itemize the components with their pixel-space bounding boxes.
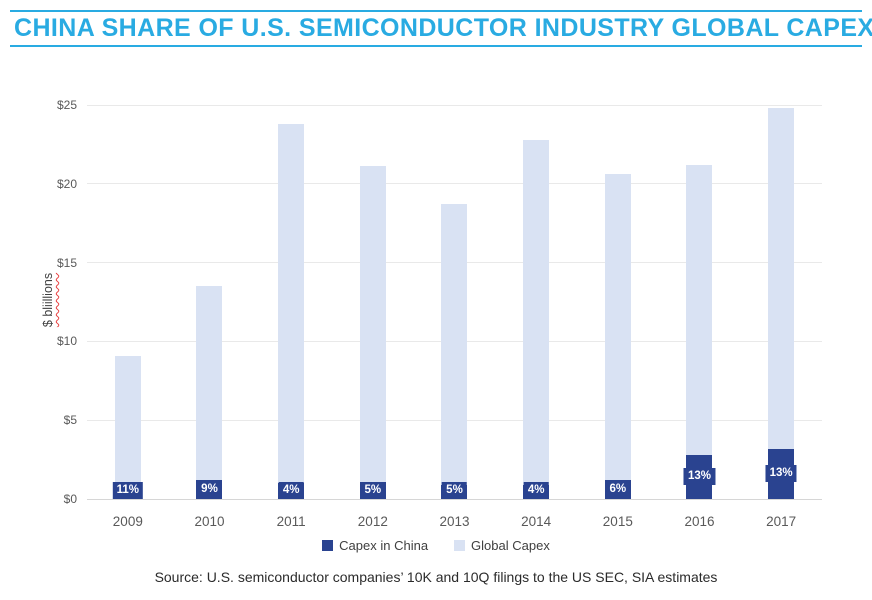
capex-in-china-swatch-icon (322, 540, 334, 551)
bar-stack: 13% (765, 108, 797, 499)
china-share-label: 13% (765, 465, 797, 483)
global-capex-bar (604, 174, 631, 499)
y-tick-label: $25 (56, 98, 77, 112)
global-capex-bar (768, 108, 795, 499)
y-tick-label: $15 (56, 255, 77, 270)
x-tick-label: 2012 (357, 514, 388, 529)
y-axis-title: $ bliillions (41, 272, 55, 328)
global-capex-bar (196, 286, 223, 499)
global-capex-bar (686, 164, 713, 499)
bar-group-2015: 6% 2015 (577, 105, 659, 529)
x-axis-line (87, 498, 822, 500)
bar-group-2013: 5% 2013 (414, 105, 496, 529)
bar-stack: 4% (278, 123, 305, 499)
x-tick-label: 2009 (112, 514, 143, 529)
plot-area: $0 $5 $10 $15 $20 $25 11% 2009 9% 2010 4% 2011 5% 20… (57, 98, 822, 529)
china-share-label: 13% (683, 468, 715, 486)
source-note: Source: U.S. semiconductor companies’ 10… (154, 569, 718, 585)
bar-stack: 6% (604, 174, 631, 499)
bar-group-2011: 4% 2011 (250, 105, 332, 529)
bar-group-2012: 5% 2012 (332, 105, 414, 529)
x-tick-label: 2017 (766, 514, 797, 529)
china-share-label: 9% (197, 481, 222, 499)
bar-group-2014: 4% 2014 (495, 105, 577, 529)
bar-stack: 5% (359, 166, 386, 499)
legend-label: Capex in China (339, 538, 429, 553)
y-tick-label: $20 (56, 176, 77, 191)
china-share-label: 4% (523, 482, 549, 499)
global-capex-swatch-icon (454, 540, 466, 551)
china-share-label: 11% (112, 482, 144, 499)
bar-group-2016: 13% 2016 (659, 105, 741, 529)
bar-group-2009: 11% 2009 (87, 105, 169, 529)
legend-item-capex-in-china: Capex in China (322, 538, 428, 553)
bar-stack: 11% (112, 355, 144, 499)
bar-group-2017: 13% 2017 (740, 105, 822, 529)
global-capex-bar (359, 166, 386, 499)
bar-stack: 4% (523, 139, 550, 499)
title-rule-bottom (10, 45, 862, 47)
china-share-label: 5% (360, 481, 386, 499)
global-capex-bar (278, 123, 305, 499)
legend-label: Global Capex (471, 538, 550, 553)
gridline (87, 183, 822, 185)
china-share-label: 4% (278, 482, 304, 499)
x-tick-label: 2010 (194, 514, 225, 529)
global-capex-bar (441, 204, 468, 499)
x-tick-label: 2015 (602, 514, 633, 529)
y-tick-label: $10 (56, 334, 77, 349)
x-tick-label: 2016 (684, 514, 715, 529)
china-share-label: 5% (442, 482, 467, 499)
bar-group-2010: 9% 2010 (169, 105, 251, 529)
gridline (87, 104, 822, 106)
global-capex-bar (523, 139, 550, 499)
china-share-label: 6% (605, 481, 631, 499)
legend-item-global-capex: Global Capex (454, 538, 550, 553)
global-capex-bar (114, 355, 141, 499)
bar-stack: 13% (683, 164, 715, 499)
x-tick-label: 2014 (521, 514, 552, 529)
page-title: CHINA SHARE OF U.S. SEMICONDUCTOR INDUST… (14, 14, 872, 42)
legend: Capex in China Global Capex (0, 538, 872, 553)
y-tick-label: $0 (63, 492, 77, 506)
title-rule-top (10, 10, 862, 12)
y-tick-label: $5 (63, 413, 77, 428)
bar-stack: 9% (196, 286, 223, 499)
bar-stack: 5% (441, 204, 468, 499)
x-tick-label: 2013 (439, 514, 470, 529)
x-tick-label: 2011 (276, 514, 306, 529)
